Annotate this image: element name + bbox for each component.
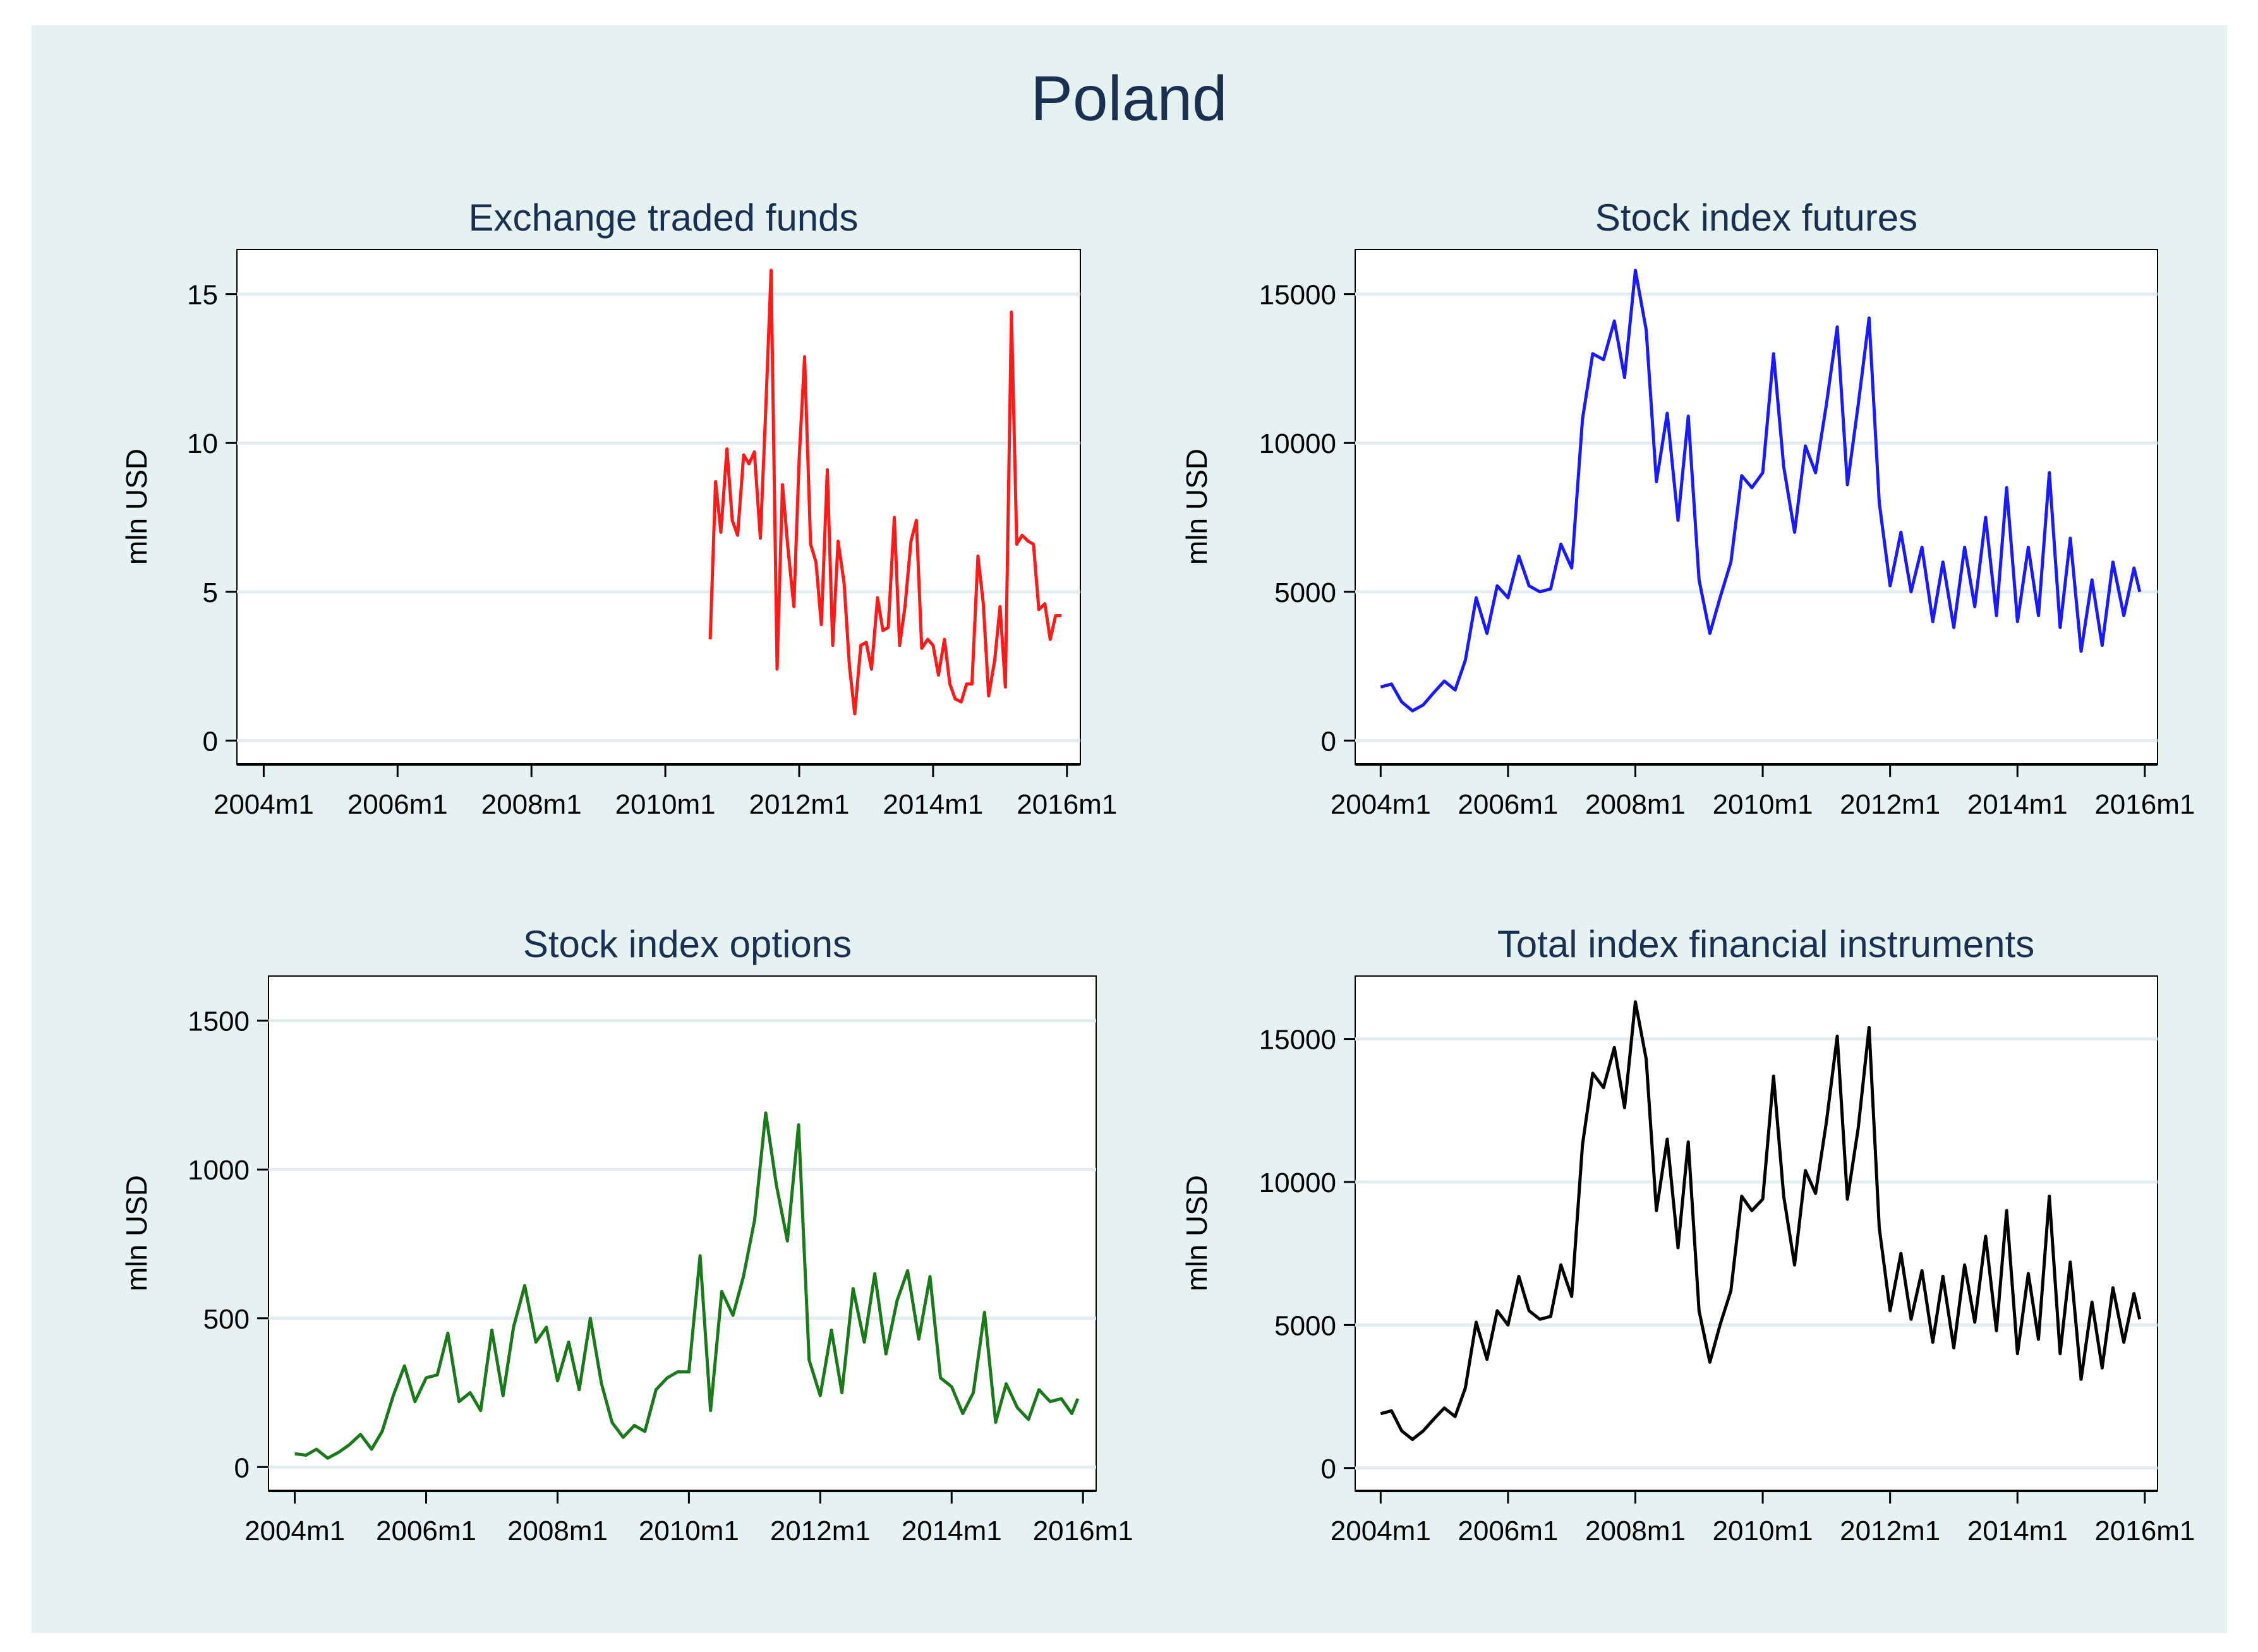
panel-options: Stock index options mln USD 0 500 1000 1500… [120, 923, 1133, 1546]
y-axis-label: mln USD [120, 1175, 153, 1291]
y-tick-label: 0 [1321, 726, 1336, 757]
plot-area [1355, 975, 2158, 1492]
y-tick-label: 10000 [1259, 428, 1336, 459]
series-line [294, 1111, 1080, 1460]
series-line [708, 268, 1062, 716]
plot-area [236, 249, 1081, 765]
y-tick-label: 5 [203, 577, 218, 608]
plot-area [1355, 249, 2158, 765]
x-tick-label: 2012m1 [770, 1516, 871, 1546]
x-tick-label: 2016m1 [1033, 1516, 1133, 1546]
x-tick-label: 2014m1 [902, 1516, 1002, 1546]
y-tick-label: 0 [1321, 1454, 1336, 1485]
x-tick-label: 2016m1 [1017, 789, 1117, 820]
y-axis-label: mln USD [120, 449, 153, 565]
x-tick-label: 2008m1 [1585, 1516, 1686, 1546]
y-axis-label: mln USD [1180, 449, 1213, 565]
x-tick-label: 2012m1 [1840, 1516, 1940, 1546]
panel-title: Stock index options [523, 923, 852, 965]
panel-total: Total index financial instruments mln US… [1180, 923, 2195, 1546]
panel-title: Total index financial instruments [1497, 923, 2034, 965]
y-tick-label: 500 [203, 1304, 250, 1335]
y-tick-label: 0 [203, 726, 218, 757]
x-tick-label: 2010m1 [639, 1516, 739, 1546]
x-tick-label: 2014m1 [1967, 1516, 2068, 1546]
x-tick-label: 2006m1 [1458, 1516, 1558, 1546]
y-tick-label: 5000 [1274, 1310, 1336, 1341]
x-tick-label: 2010m1 [1713, 1516, 1813, 1546]
y-tick-label: 15000 [1259, 1025, 1336, 1056]
x-tick-label: 2006m1 [347, 789, 448, 820]
panel-etf: Exchange traded funds mln USD 0 5 10 15 2004… [120, 196, 1117, 820]
x-tick-label: 2014m1 [1967, 789, 2068, 820]
series-line [1380, 1000, 2142, 1441]
panel-title: Exchange traded funds [468, 196, 858, 239]
x-tick-label: 2004m1 [1331, 1516, 1431, 1546]
y-tick-label: 10000 [1259, 1167, 1336, 1198]
x-tick-label: 2012m1 [749, 789, 849, 820]
x-tick-label: 2010m1 [615, 789, 716, 820]
x-tick-label: 2016m1 [2094, 1516, 2195, 1546]
y-tick-label: 1500 [188, 1006, 250, 1037]
x-tick-label: 2016m1 [2094, 789, 2195, 820]
y-axis-label: mln USD [1180, 1175, 1213, 1291]
figure-title: Poland [1030, 63, 1227, 134]
series-line [1380, 268, 2142, 713]
y-tick-label: 10 [187, 428, 218, 459]
y-tick-label: 1000 [188, 1155, 250, 1186]
x-tick-label: 2014m1 [883, 789, 983, 820]
x-tick-label: 2008m1 [1585, 789, 1686, 820]
plot-area [268, 975, 1097, 1492]
x-tick-label: 2006m1 [1458, 789, 1558, 820]
x-tick-label: 2004m1 [245, 1516, 345, 1546]
x-tick-label: 2010m1 [1713, 789, 1813, 820]
x-tick-label: 2004m1 [214, 789, 314, 820]
x-tick-label: 2008m1 [481, 789, 582, 820]
x-tick-label: 2004m1 [1331, 789, 1431, 820]
y-tick-label: 15 [187, 280, 218, 311]
y-tick-label: 0 [234, 1452, 250, 1483]
y-tick-label: 15000 [1259, 280, 1336, 311]
x-tick-label: 2012m1 [1840, 789, 1940, 820]
panel-title: Stock index futures [1595, 196, 1917, 239]
x-tick-label: 2008m1 [507, 1516, 608, 1546]
panel-futures: Stock index futures mln USD 0 5000 10000 15… [1180, 196, 2195, 820]
y-tick-label: 5000 [1274, 577, 1336, 608]
x-tick-label: 2006m1 [376, 1516, 476, 1546]
